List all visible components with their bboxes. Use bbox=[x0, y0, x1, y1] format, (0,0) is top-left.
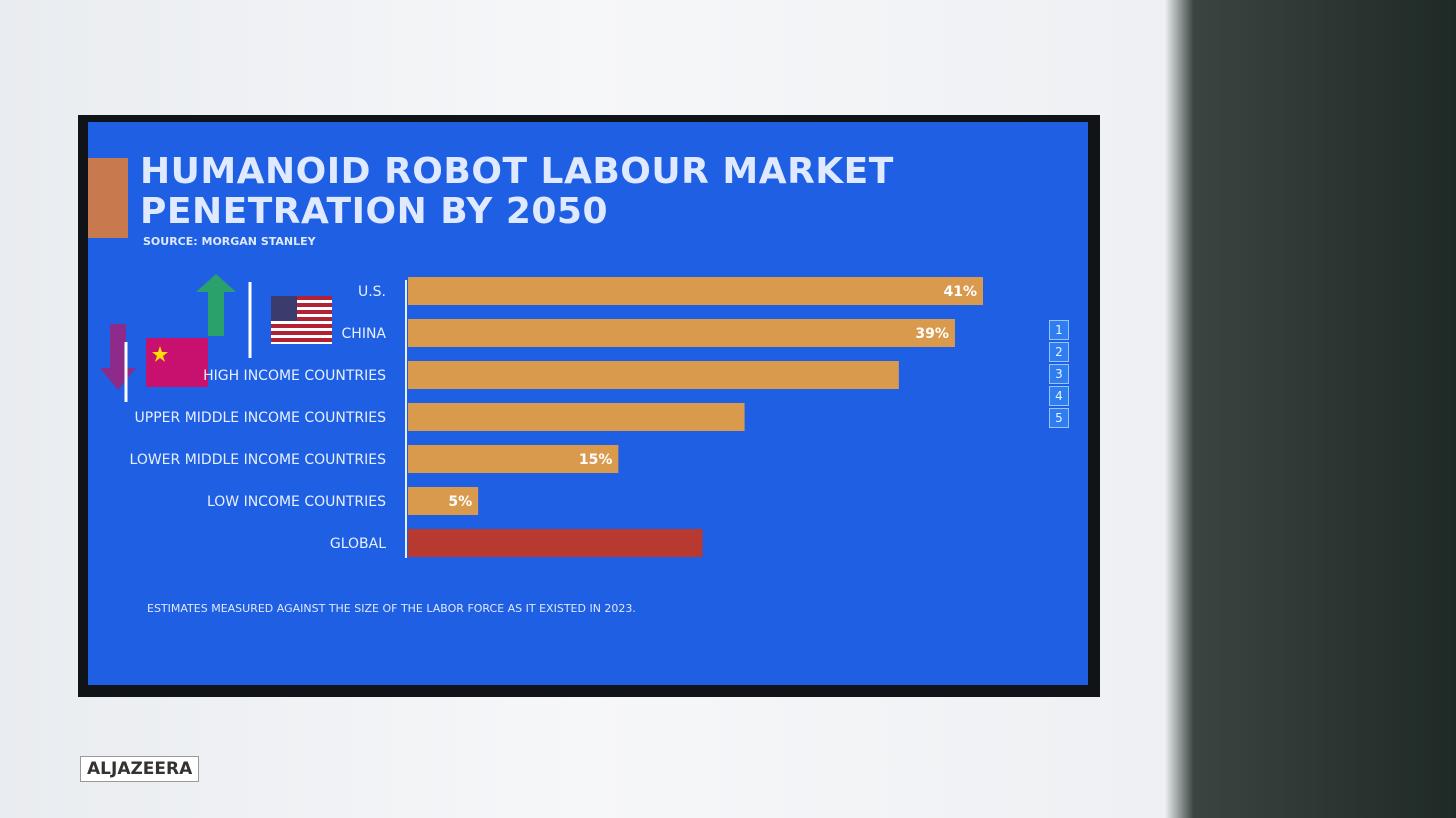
toolbar-button[interactable]: 3 bbox=[1049, 364, 1069, 384]
bar bbox=[408, 403, 745, 431]
category-label: U.S. bbox=[358, 284, 386, 300]
chart-title: HUMANOID ROBOT LABOUR MARKET PENETRATION… bbox=[140, 151, 894, 232]
value-label: 41% bbox=[943, 284, 977, 300]
category-label: GLOBAL bbox=[330, 536, 386, 552]
category-label: UPPER MIDDLE INCOME COUNTRIES bbox=[135, 410, 387, 426]
toolbar-button[interactable]: 4 bbox=[1049, 386, 1069, 406]
bar bbox=[408, 277, 983, 305]
value-label: 5% bbox=[448, 494, 472, 510]
toolbar-button[interactable]: 5 bbox=[1049, 408, 1069, 428]
category-label: HIGH INCOME COUNTRIES bbox=[203, 368, 386, 384]
bar bbox=[408, 445, 619, 473]
toolbar-button[interactable]: 2 bbox=[1049, 342, 1069, 362]
bar bbox=[408, 361, 899, 389]
bar bbox=[408, 487, 479, 515]
us-flag bbox=[271, 296, 332, 344]
value-label: 39% bbox=[915, 326, 949, 342]
title-accent bbox=[88, 158, 128, 238]
logo: ALJAZEERA bbox=[80, 756, 200, 782]
category-label: LOW INCOME COUNTRIES bbox=[207, 494, 386, 510]
source: SOURCE: MORGAN STANLEY bbox=[143, 235, 316, 248]
chart: U.S. 41% CHINA 39% HIGH INCOME COUNTRIES UPPE… bbox=[88, 122, 1088, 685]
value-label: 15% bbox=[579, 452, 613, 468]
bar bbox=[408, 319, 955, 347]
bar bbox=[408, 529, 703, 557]
toolbar-button[interactable]: 1 bbox=[1049, 320, 1069, 340]
china-flag bbox=[146, 338, 208, 387]
up-arrow bbox=[196, 274, 236, 336]
footnote: ESTIMATES MEASURED AGAINST THE SIZE OF T… bbox=[147, 602, 636, 615]
category-label: CHINA bbox=[342, 326, 387, 342]
category-label: LOWER MIDDLE INCOME COUNTRIES bbox=[130, 452, 387, 468]
